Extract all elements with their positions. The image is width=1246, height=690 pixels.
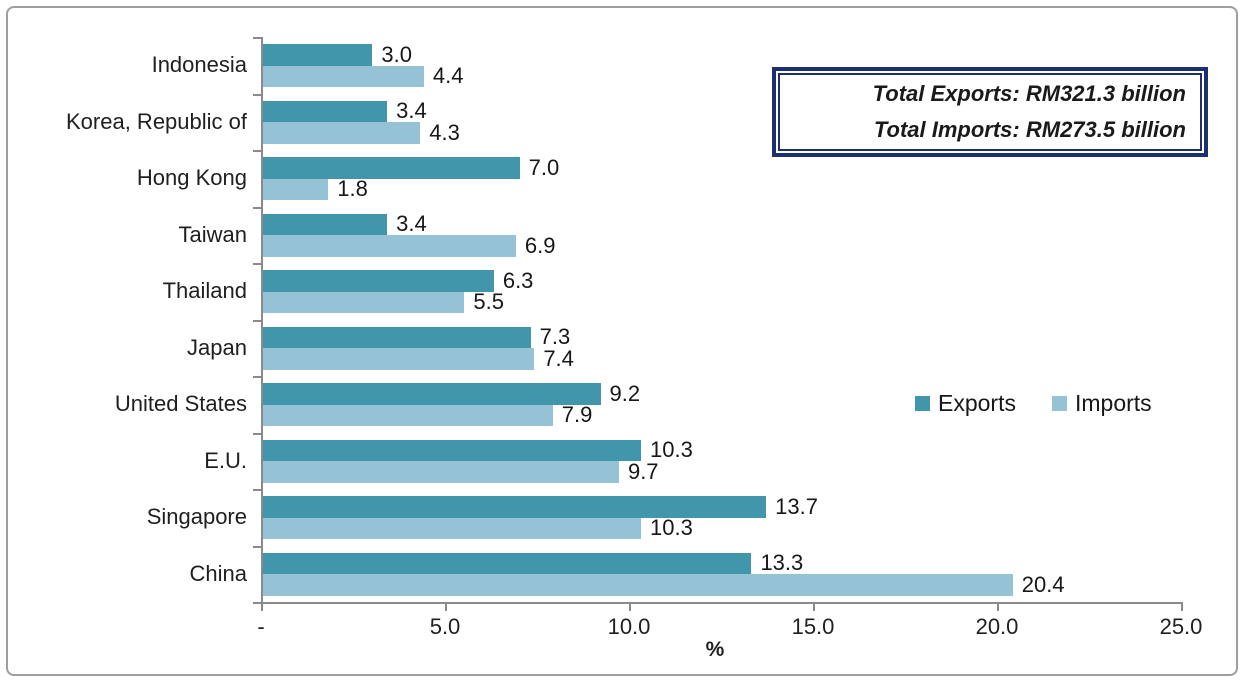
legend-item-imports: Imports	[1051, 390, 1152, 417]
bar-value-label: 3.0	[381, 41, 412, 67]
bar-exports	[262, 157, 520, 179]
category-label: E.U.	[204, 447, 247, 473]
bar-value-label: 13.3	[760, 550, 804, 576]
bar-imports	[262, 235, 516, 257]
bar-exports	[262, 213, 388, 235]
bar-value-label: 7.4	[543, 345, 574, 371]
y-axis-tick	[253, 545, 261, 548]
bar-imports	[262, 65, 424, 87]
legend-label: Exports	[938, 390, 1016, 416]
category-label: United States	[114, 391, 247, 417]
x-tick-label: -	[257, 614, 265, 639]
bar-exports	[262, 496, 767, 518]
bar-value-label: 7.9	[561, 402, 593, 428]
totals-annotation-box: Total Exports: RM321.3 billion Total Imp…	[772, 67, 1208, 157]
x-axis-tick	[261, 602, 263, 611]
category-label: Singapore	[146, 504, 247, 530]
bar-imports	[262, 348, 535, 370]
y-axis-tick	[253, 263, 261, 265]
x-axis-tick	[445, 602, 447, 611]
bar-value-label: 9.2	[609, 380, 641, 406]
bar-value-label: 7.3	[539, 324, 571, 350]
category-label: Hong Kong	[136, 165, 247, 191]
x-tick-label: 10.0	[607, 614, 651, 639]
legend-label: Imports	[1074, 390, 1152, 416]
legend-swatch-icon-exports	[915, 396, 930, 411]
y-axis-tick	[253, 37, 261, 39]
bar-value-label: 7.0	[528, 154, 560, 180]
bar-exports	[262, 383, 601, 405]
bar-imports	[262, 122, 421, 144]
category-label: Thailand	[162, 278, 247, 304]
y-axis-line	[261, 37, 263, 604]
x-axis-tick	[997, 602, 999, 611]
bar-value-label: 1.8	[337, 176, 368, 202]
category-label: Indonesia	[151, 52, 247, 78]
total-imports-text: Total Imports: RM273.5 billion	[873, 117, 1186, 142]
bar-value-label: 4.4	[432, 63, 464, 89]
bar-value-label: 5.5	[473, 289, 504, 315]
bar-value-label: 6.9	[524, 232, 556, 258]
x-axis-line	[257, 602, 1183, 604]
bar-imports	[262, 404, 553, 426]
x-axis-title: %	[705, 638, 725, 661]
y-axis-tick	[253, 93, 261, 96]
category-label: Japan	[187, 334, 247, 360]
x-axis-tick	[629, 602, 631, 611]
x-tick-label: 25.0	[1159, 614, 1203, 639]
bar-value-label: 3.4	[396, 211, 427, 237]
bar-imports	[262, 461, 619, 483]
y-axis-tick	[253, 376, 261, 378]
category-label: Taiwan	[178, 221, 247, 247]
x-tick-label: 20.0	[975, 614, 1019, 639]
total-exports-text: Total Exports: RM321.3 billion	[872, 81, 1186, 106]
x-axis-tick	[1181, 602, 1183, 611]
y-axis-tick	[253, 150, 261, 152]
y-axis-tick	[253, 319, 261, 322]
legend-item-exports: Exports	[915, 390, 1016, 417]
totals-annotation-inner: Total Exports: RM321.3 billion Total Imp…	[778, 73, 1202, 151]
x-axis-tick	[813, 602, 815, 611]
x-tick-label: 5.0	[429, 614, 461, 639]
bar-exports	[262, 552, 752, 574]
bar-exports	[262, 439, 642, 461]
bar-value-label: 6.3	[502, 267, 534, 293]
y-axis-tick	[253, 432, 261, 435]
bar-imports	[262, 291, 465, 313]
bar-imports	[262, 178, 329, 200]
bar-exports	[262, 100, 388, 122]
bar-value-label: 20.4	[1021, 571, 1065, 597]
legend-swatch-icon-imports	[1051, 396, 1067, 411]
bar-value-label: 10.3	[650, 515, 693, 541]
y-axis-tick	[253, 489, 261, 491]
bar-exports	[262, 326, 531, 348]
x-tick-label: 15.0	[791, 614, 835, 639]
bar-value-label: 3.4	[396, 98, 427, 124]
bar-exports	[262, 270, 494, 292]
y-axis-tick	[253, 206, 261, 209]
category-label: Korea, Republic of	[66, 108, 247, 134]
bar-imports	[262, 517, 642, 539]
legend: Exports Imports	[915, 390, 1152, 417]
bar-value-label: 13.7	[775, 493, 818, 519]
bar-value-label: 10.3	[650, 437, 693, 463]
bar-imports	[262, 574, 1013, 596]
bar-value-label: 4.3	[429, 119, 460, 145]
bar-exports	[262, 44, 373, 66]
category-label: China	[189, 560, 247, 586]
bar-value-label: 9.7	[627, 458, 659, 484]
